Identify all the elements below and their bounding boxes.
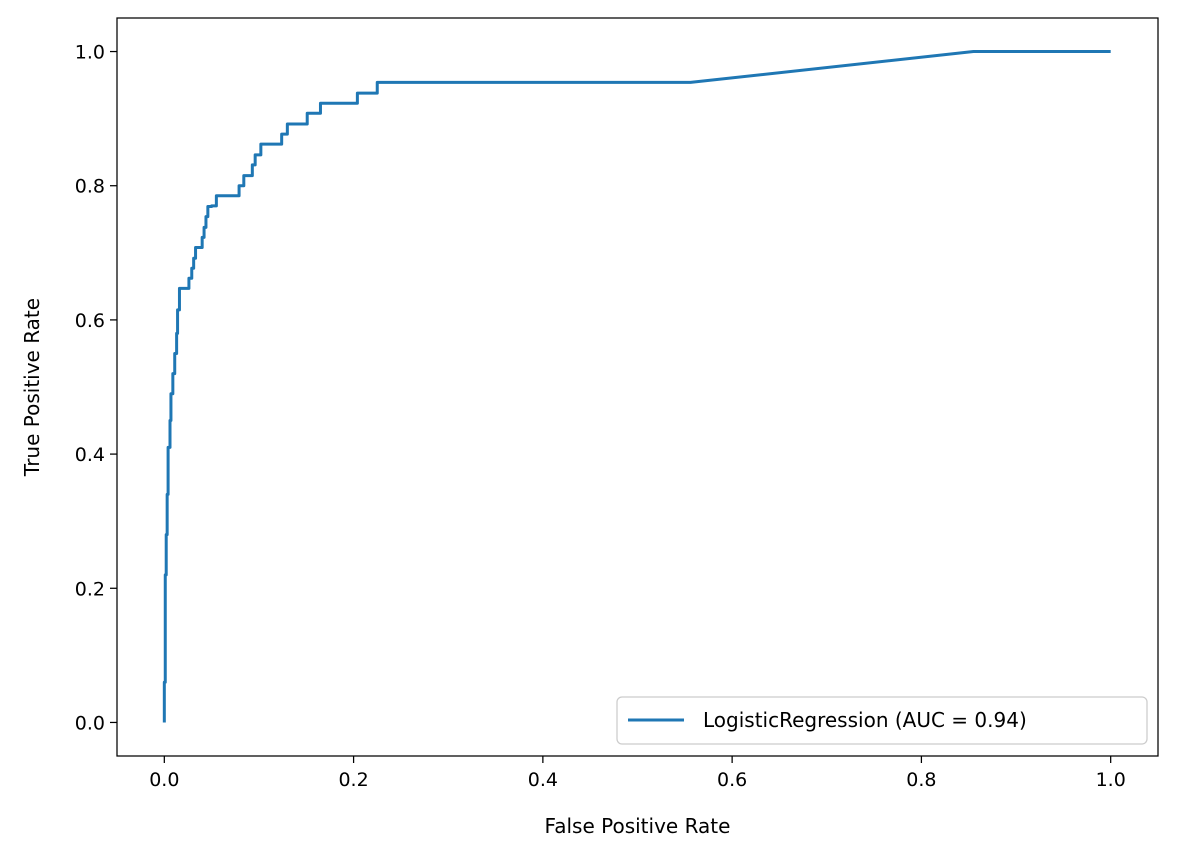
y-tick-label: 0.4 bbox=[75, 444, 105, 466]
plot-area-frame bbox=[116, 17, 1159, 757]
x-tick-label: 0.8 bbox=[906, 769, 936, 791]
legend-box bbox=[616, 696, 1148, 745]
roc-curve-line bbox=[162, 50, 1111, 723]
y-tick-label: 0.8 bbox=[75, 176, 105, 198]
y-tick-label: 0.2 bbox=[75, 578, 105, 600]
y-axis-ticks: 0.0 0.2 0.4 0.6 0.8 1.0 bbox=[75, 42, 117, 734]
legend-entry-label: LogisticRegression (AUC = 0.94) bbox=[703, 708, 1027, 732]
y-tick-label: 0.0 bbox=[75, 712, 105, 734]
x-tick-label: 0.2 bbox=[338, 769, 368, 791]
y-tick-label: 1.0 bbox=[75, 42, 105, 64]
y-tick-label: 0.6 bbox=[75, 310, 105, 332]
x-tick-label: 0.6 bbox=[717, 769, 747, 791]
y-axis-label: True Positive Rate bbox=[20, 298, 44, 477]
x-tick-label: 0.0 bbox=[149, 769, 179, 791]
x-tick-label: 0.4 bbox=[528, 769, 558, 791]
x-tick-label: 1.0 bbox=[1096, 769, 1126, 791]
legend: LogisticRegression (AUC = 0.94) bbox=[616, 696, 1148, 745]
x-axis-ticks: 0.0 0.2 0.4 0.6 0.8 1.0 bbox=[149, 756, 1126, 791]
x-axis-label: False Positive Rate bbox=[545, 814, 731, 838]
